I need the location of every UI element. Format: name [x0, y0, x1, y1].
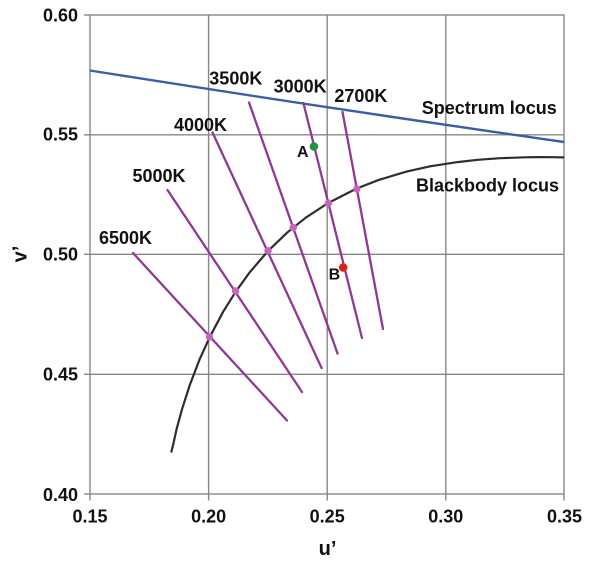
- svg-text:0.15: 0.15: [72, 507, 107, 527]
- svg-text:5000K: 5000K: [133, 166, 186, 186]
- svg-text:0.55: 0.55: [43, 125, 78, 145]
- svg-text:3000K: 3000K: [274, 77, 327, 97]
- svg-text:0.20: 0.20: [191, 507, 226, 527]
- svg-text:0.45: 0.45: [43, 365, 78, 385]
- svg-text:0.60: 0.60: [43, 5, 78, 25]
- svg-text:6500K: 6500K: [99, 228, 152, 248]
- svg-text:v’: v’: [10, 246, 32, 263]
- svg-text:2700K: 2700K: [334, 86, 387, 106]
- svg-text:4000K: 4000K: [174, 115, 227, 135]
- svg-text:B: B: [329, 267, 341, 284]
- svg-text:u’: u’: [319, 538, 337, 560]
- svg-text:Blackbody locus: Blackbody locus: [416, 176, 559, 196]
- svg-text:0.25: 0.25: [310, 507, 345, 527]
- svg-text:A: A: [297, 144, 309, 161]
- svg-text:Spectrum locus: Spectrum locus: [422, 98, 557, 118]
- svg-text:0.50: 0.50: [43, 245, 78, 265]
- svg-text:0.30: 0.30: [428, 507, 463, 527]
- svg-text:0.40: 0.40: [43, 485, 78, 505]
- svg-text:0.35: 0.35: [547, 507, 582, 527]
- svg-text:3500K: 3500K: [209, 69, 262, 89]
